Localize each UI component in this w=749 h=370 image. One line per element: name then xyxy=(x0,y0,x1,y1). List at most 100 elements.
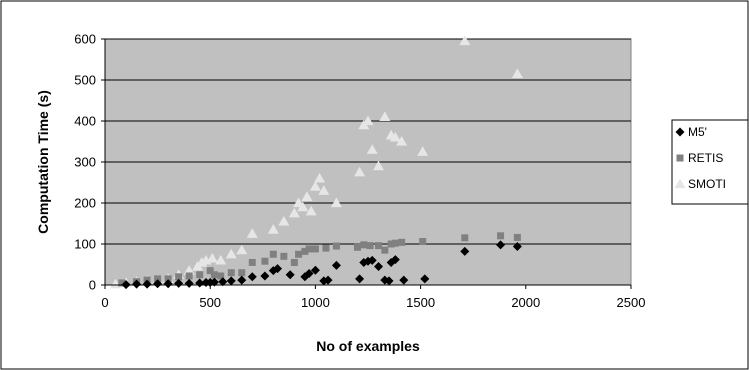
point-smoti-16 xyxy=(267,224,279,234)
legend-label-retis: RETIS xyxy=(688,151,723,165)
point-m5-13 xyxy=(237,275,247,285)
legend-label-m5: M5' xyxy=(688,125,707,139)
legend: M5' RETIS SMOTI xyxy=(671,119,749,205)
y-tick-label-300: 300 xyxy=(74,155,96,170)
point-m5-20 xyxy=(304,269,314,279)
point-m5-29 xyxy=(374,262,384,272)
point-smoti-24 xyxy=(314,172,326,183)
x-tick-label-0: 0 xyxy=(101,295,108,310)
y-tick-label-400: 400 xyxy=(74,114,96,129)
y-tick-label-200: 200 xyxy=(74,196,96,211)
point-m5-6 xyxy=(184,278,194,288)
point-m5-17 xyxy=(273,264,283,274)
point-m5-18 xyxy=(285,270,295,280)
point-smoti-7 xyxy=(183,265,195,275)
y-tick-label-100: 100 xyxy=(74,237,96,252)
y-tick-label-0: 0 xyxy=(89,278,96,293)
point-m5-15 xyxy=(260,271,270,281)
point-retis-4 xyxy=(164,275,172,283)
point-m5-10 xyxy=(209,277,219,287)
point-m5-28 xyxy=(367,255,377,265)
point-retis-15 xyxy=(269,250,277,258)
point-retis-6 xyxy=(185,272,193,280)
x-tick-label-1500: 1500 xyxy=(406,295,435,310)
point-smoti-25 xyxy=(318,185,330,195)
point-retis-22 xyxy=(322,244,330,252)
point-m5-34 xyxy=(399,275,409,285)
point-m5-5 xyxy=(174,278,184,288)
point-retis-26 xyxy=(366,242,374,250)
point-m5-24 xyxy=(331,260,341,270)
legend-label-smoti: SMOTI xyxy=(688,177,726,191)
point-smoti-15 xyxy=(246,228,258,238)
point-retis-5 xyxy=(175,273,183,281)
point-smoti-36 xyxy=(417,146,429,156)
x-tick-label-2000: 2000 xyxy=(511,295,540,310)
point-retis-23 xyxy=(332,242,340,250)
point-retis-13 xyxy=(248,258,256,266)
x-tick-label-500: 500 xyxy=(199,295,221,310)
point-m5-36 xyxy=(460,246,470,256)
point-retis-30 xyxy=(391,239,399,247)
legend-marker-m5 xyxy=(675,127,685,137)
point-retis-28 xyxy=(381,246,389,254)
point-smoti-37 xyxy=(459,35,471,46)
point-smoti-38 xyxy=(511,68,523,78)
x-tick-label-2500: 2500 xyxy=(617,295,646,310)
legend-item-retis: RETIS xyxy=(676,151,723,165)
point-smoti-32 xyxy=(379,111,391,122)
point-m5-11 xyxy=(218,277,228,287)
point-retis-31 xyxy=(398,238,406,246)
point-smoti-17 xyxy=(278,215,290,226)
point-m5-4 xyxy=(163,279,173,289)
point-smoti-26 xyxy=(330,197,342,208)
point-m5-14 xyxy=(247,272,257,282)
point-retis-17 xyxy=(290,258,298,266)
point-smoti-13 xyxy=(225,248,237,259)
point-m5-37 xyxy=(496,240,506,250)
point-m5-1 xyxy=(132,279,142,289)
x-axis: 0 500 1000 1500 2000 2500 xyxy=(101,284,646,310)
legend-marker-retis xyxy=(676,154,684,162)
point-m5-3 xyxy=(153,279,163,289)
point-smoti-14 xyxy=(236,244,248,255)
point-m5-35 xyxy=(420,274,430,284)
point-m5-38 xyxy=(512,241,522,251)
point-retis-18 xyxy=(295,250,303,258)
point-retis-33 xyxy=(461,234,469,242)
point-retis-20 xyxy=(305,245,313,253)
point-retis-32 xyxy=(419,238,427,246)
point-m5-21 xyxy=(310,265,320,275)
point-smoti-27 xyxy=(354,166,366,177)
point-smoti-18 xyxy=(288,207,300,218)
legend-box xyxy=(671,119,749,205)
point-smoti-22 xyxy=(305,205,317,216)
legend-item-smoti: SMOTI xyxy=(674,177,726,191)
point-smoti-31 xyxy=(373,160,385,171)
point-smoti-23 xyxy=(309,181,321,191)
legend-item-m5: M5' xyxy=(675,125,707,139)
y-tick-label-500: 500 xyxy=(74,73,96,88)
point-retis-34 xyxy=(497,232,505,240)
y-axis: 0 100 200 300 400 500 600 xyxy=(74,32,106,293)
point-retis-24 xyxy=(353,243,361,251)
x-axis-title: No of examples xyxy=(316,338,420,354)
point-smoti-35 xyxy=(396,136,408,146)
point-retis-25 xyxy=(360,241,368,249)
point-m5-12 xyxy=(226,276,236,286)
point-retis-21 xyxy=(311,245,319,253)
point-smoti-12 xyxy=(215,254,227,265)
point-smoti-0 xyxy=(110,278,122,289)
point-m5-23 xyxy=(323,275,333,285)
point-retis-11 xyxy=(227,269,235,277)
point-retis-14 xyxy=(261,257,269,265)
legend-marker-smoti xyxy=(674,178,686,189)
y-axis-title: Computation Time (s) xyxy=(35,90,51,234)
point-m5-31 xyxy=(384,276,394,286)
point-smoti-11 xyxy=(206,252,218,263)
point-retis-7 xyxy=(196,271,204,279)
point-smoti-29 xyxy=(362,115,374,126)
point-smoti-20 xyxy=(297,201,309,212)
x-tick-label-1000: 1000 xyxy=(301,295,330,310)
